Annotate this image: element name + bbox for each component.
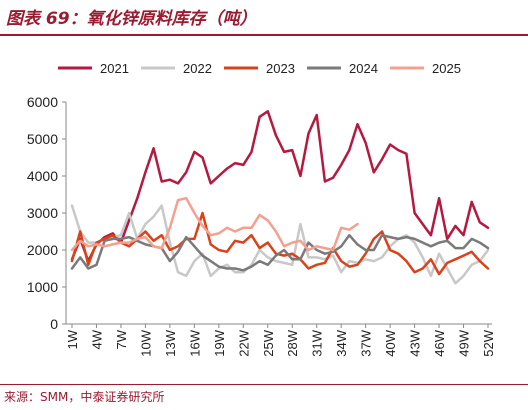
legend-label-2022: 2022 [183, 61, 212, 76]
x-tick-label: 31W [310, 329, 325, 356]
x-tick-label: 10W [138, 329, 153, 356]
x-tick-label: 22W [236, 329, 251, 356]
x-tick-label: 7W [114, 329, 129, 349]
x-tick-label: 34W [334, 329, 349, 356]
x-tick-label: 28W [285, 329, 300, 356]
y-tick-label: 1000 [27, 279, 58, 295]
x-tick-label: 43W [408, 329, 423, 356]
y-tick-label: 4000 [27, 168, 58, 184]
x-tick-label: 46W [432, 329, 447, 356]
y-tick-label: 6000 [27, 94, 58, 110]
y-tick-label: 3000 [27, 205, 58, 221]
legend-label-2024: 2024 [349, 61, 378, 76]
legend-label-2023: 2023 [266, 61, 295, 76]
chart-title: 图表 69：氧化锌原料库存（吨） [6, 9, 257, 29]
source-note: 来源：SMM，中泰证券研究所 [4, 390, 165, 404]
title-divider [0, 34, 528, 36]
source-divider [0, 384, 528, 385]
y-tick-label: 2000 [27, 242, 58, 258]
x-tick-label: 4W [89, 329, 104, 349]
x-tick-label: 52W [481, 329, 496, 356]
series-line-2022 [70, 204, 490, 285]
series-line-2025 [70, 196, 359, 252]
x-tick-label: 13W [163, 329, 178, 356]
x-tick-label: 19W [212, 329, 227, 356]
x-tick-label: 49W [457, 329, 472, 356]
x-tick-label: 40W [383, 329, 398, 356]
x-tick-label: 1W [65, 329, 80, 349]
series-line-2021 [70, 110, 490, 263]
y-tick-label: 0 [50, 316, 58, 332]
line-chart: 2021 2022 2023 2024 2025 0 1000 2000 3000 4000 500… [27, 61, 496, 357]
series-line-2023 [70, 211, 490, 276]
y-tick-label: 5000 [27, 131, 58, 147]
x-tick-label: 16W [187, 329, 202, 356]
series-line-2024 [70, 233, 490, 272]
legend-label-2021: 2021 [100, 61, 129, 76]
x-tick-label: 25W [261, 329, 276, 356]
legend-label-2025: 2025 [432, 61, 461, 76]
x-tick-label: 37W [359, 329, 374, 356]
